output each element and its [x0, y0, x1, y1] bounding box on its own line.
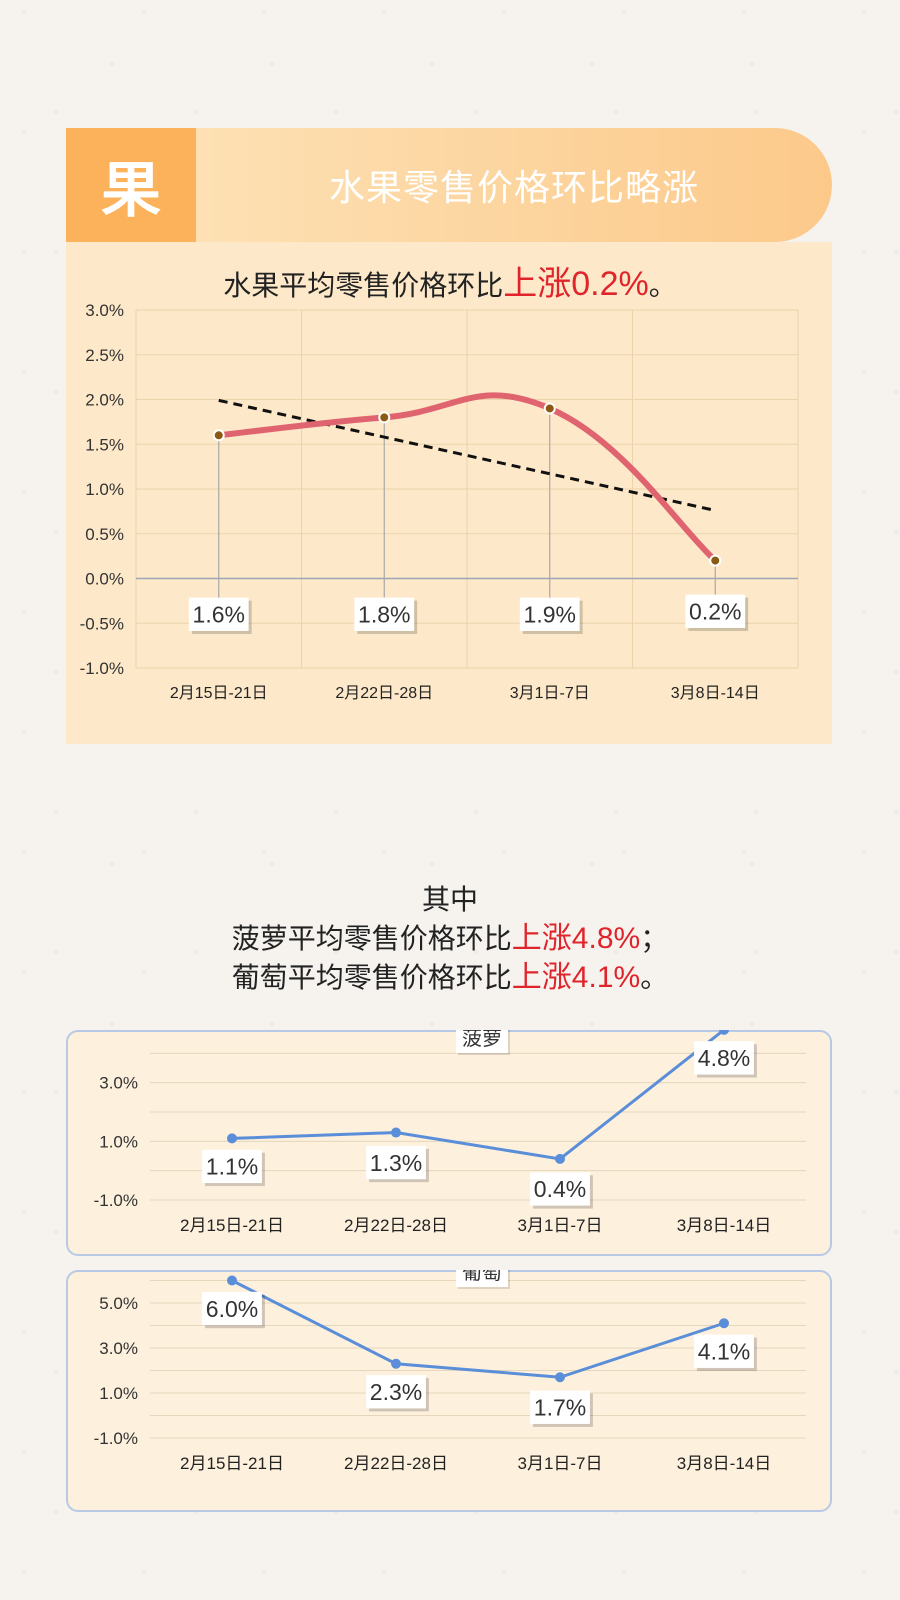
grape-suffix: 。 — [640, 962, 669, 993]
data-label: 1.1% — [206, 1154, 258, 1180]
data-point — [719, 1318, 729, 1329]
data-label: 1.6% — [193, 602, 245, 628]
data-label: 1.3% — [370, 1150, 422, 1176]
x-tick-label: 3月1日-7日 — [517, 1454, 602, 1473]
y-tick-label: 1.0% — [85, 480, 124, 499]
chart-title: 葡萄 — [462, 1270, 502, 1284]
data-point — [555, 1372, 565, 1383]
data-label: 0.2% — [689, 599, 741, 625]
y-tick-label: 0.5% — [85, 525, 124, 544]
data-label-box — [519, 597, 580, 631]
y-tick-label: 5.0% — [99, 1294, 138, 1313]
data-label-box — [366, 1145, 426, 1180]
data-point — [555, 1153, 565, 1164]
data-label: 1.8% — [358, 602, 410, 628]
data-point — [543, 402, 556, 415]
data-point — [391, 1358, 401, 1369]
main-heading-suffix: 。 — [648, 270, 677, 301]
data-label-box — [685, 594, 746, 628]
y-tick-label: 1.5% — [85, 435, 124, 454]
data-label: 1.7% — [534, 1395, 586, 1421]
header-title: 水果零售价格环比略涨 — [328, 167, 699, 208]
grape-highlight: 上涨4.1% — [511, 961, 641, 994]
y-tick-label: 0.0% — [85, 570, 124, 589]
data-label: 4.8% — [698, 1045, 750, 1071]
sub-heading-line2: 菠萝平均零售价格环比上涨4.8%； — [0, 919, 900, 958]
chart-title-box — [456, 1270, 508, 1287]
chart-title-box — [456, 1030, 508, 1053]
x-tick-label: 3月8日-14日 — [677, 1216, 771, 1235]
trendline — [218, 398, 716, 512]
main-chart-panel — [66, 242, 832, 744]
x-tick-label: 2月15日-21日 — [180, 1454, 284, 1473]
fruit-price-chart: 3.0% 2.5% 2.0% 1.5% 1.0% 0.5% 0.0% -0.5% -1.0% 1.… — [80, 301, 799, 702]
data-label-box — [366, 1375, 426, 1409]
pineapple-price-chart: 5.0% 3.0% 1.0% -1.0% 菠萝 1.1% 1.3% 0.4% 4.8% 2月15日… — [94, 1030, 806, 1235]
data-point — [719, 1030, 729, 1035]
main-heading-highlight: 上涨0.2% — [503, 265, 649, 303]
data-label-box — [694, 1334, 754, 1368]
pineapple-highlight: 上涨4.8% — [511, 922, 641, 955]
y-tick-label: 3.0% — [85, 301, 124, 320]
y-tick-label: 1.0% — [99, 1384, 138, 1403]
data-label-box — [694, 1041, 754, 1075]
y-tick-label: -1.0% — [94, 1429, 138, 1448]
y-tick-label: 3.0% — [99, 1339, 138, 1358]
x-tick-label: 2月22日-28日 — [335, 685, 433, 702]
series-line — [231, 1030, 725, 1161]
data-point — [227, 1133, 237, 1144]
data-point — [212, 429, 225, 442]
data-label-box — [202, 1291, 262, 1326]
grape-price-chart: 7.0%5.0%3.0%1.0%-1.0%葡萄6.0%2.3%1.7%4.1%2… — [94, 1270, 806, 1473]
x-tick-label: 3月1日-7日 — [517, 1216, 602, 1235]
x-tick-label: 2月15日-21日 — [180, 1216, 284, 1235]
sub-heading-line1: 其中 — [421, 884, 478, 915]
data-label: 1.9% — [524, 602, 576, 628]
section-header: 果 水果零售价格环比略涨 — [66, 128, 832, 242]
grape-chart-panel — [66, 1270, 832, 1512]
sub-heading-line3: 葡萄平均零售价格环比上涨4.1%。 — [0, 958, 900, 997]
grape-text: 葡萄平均零售价格环比 — [231, 962, 512, 993]
x-tick-label: 3月1日-7日 — [510, 685, 590, 702]
x-tick-label: 2月22日-28日 — [344, 1216, 448, 1235]
y-tick-label: 1.0% — [99, 1132, 138, 1151]
y-tick-label: -1.0% — [80, 659, 124, 678]
pineapple-suffix: ； — [640, 923, 669, 954]
data-label-box — [530, 1172, 590, 1206]
header-banner — [130, 128, 832, 242]
data-label-box — [202, 1149, 262, 1184]
y-tick-label: 2.0% — [85, 391, 124, 410]
y-tick-label: 2.5% — [85, 346, 124, 365]
series-line — [215, 392, 719, 564]
data-label: 2.3% — [370, 1379, 422, 1405]
data-label: 6.0% — [206, 1296, 258, 1322]
data-label: 4.1% — [698, 1339, 750, 1365]
pineapple-text: 菠萝平均零售价格环比 — [231, 923, 512, 954]
header-badge: 果 — [66, 128, 196, 242]
x-tick-label: 2月22日-28日 — [344, 1454, 448, 1473]
x-tick-label: 2月15日-21日 — [170, 685, 268, 702]
data-label-box — [188, 597, 249, 631]
series-line — [231, 1279, 725, 1379]
x-tick-label: 3月8日-14日 — [677, 1454, 771, 1473]
data-point — [378, 411, 391, 424]
main-heading-text: 水果平均零售价格环比 — [223, 270, 504, 301]
y-tick-label: -0.5% — [80, 614, 124, 633]
chart-title: 菠萝 — [462, 1030, 502, 1050]
data-point — [709, 554, 722, 567]
x-tick-label: 3月8日-14日 — [671, 685, 760, 702]
y-tick-label: -1.0% — [94, 1191, 138, 1210]
data-label: 0.4% — [534, 1176, 586, 1202]
y-tick-label: 3.0% — [99, 1074, 138, 1093]
sub-heading: 其中 菠萝平均零售价格环比上涨4.8%； 葡萄平均零售价格环比上涨4.1%。 — [0, 880, 900, 997]
y-tick-label: 5.0% — [99, 1030, 138, 1034]
data-label-box — [354, 597, 415, 631]
data-label-box — [530, 1390, 590, 1424]
data-point — [391, 1127, 401, 1138]
main-heading: 水果平均零售价格环比上涨0.2%。 — [0, 256, 900, 305]
data-point — [227, 1275, 237, 1286]
